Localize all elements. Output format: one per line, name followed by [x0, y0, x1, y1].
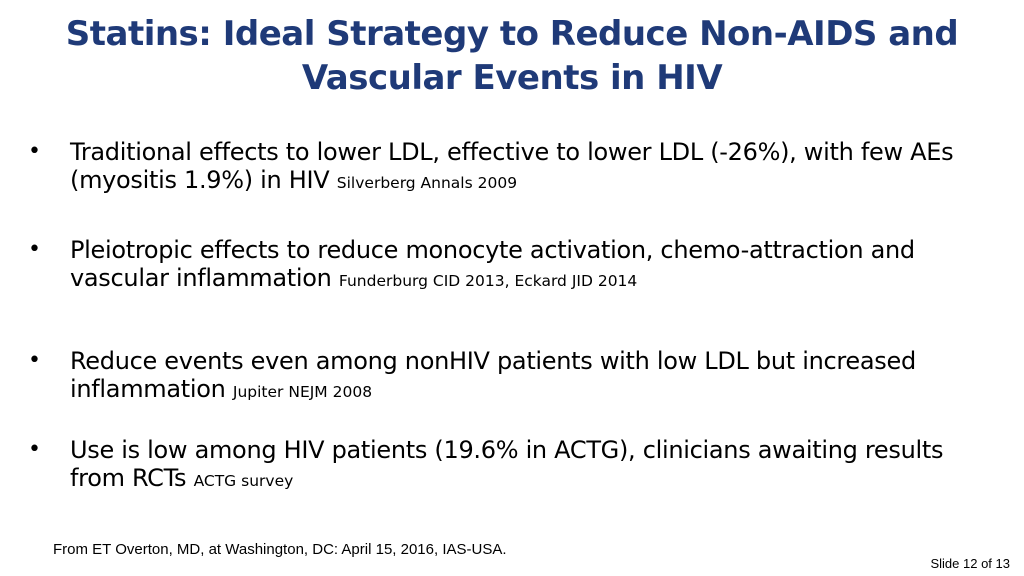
slide-title-line-2: Vascular Events in HIV	[301, 58, 723, 98]
bullet-marker: •	[28, 437, 41, 462]
bullet-marker: •	[28, 348, 41, 373]
bullet-citation: Funderburg CID 2013, Eckard JID 2014	[338, 272, 638, 290]
slide-title-line-1: Statins: Ideal Strategy to Reduce Non-AI…	[65, 14, 959, 54]
bullet-marker: •	[28, 237, 41, 262]
bullet-item: • Pleiotropic effects to reduce monocyte…	[28, 236, 998, 295]
bullet-body: Reduce events even among nonHIV patients…	[70, 347, 916, 403]
bullet-marker: •	[28, 139, 41, 164]
bullet-item: • Reduce events even among nonHIV patien…	[28, 347, 998, 406]
bullet-body: Traditional effects to lower LDL, effect…	[70, 138, 954, 194]
bullet-item: • Traditional effects to lower LDL, effe…	[28, 138, 998, 197]
bullet-citation: ACTG survey	[193, 472, 294, 490]
slide-title: Statins: Ideal Strategy to Reduce Non-AI…	[40, 12, 984, 100]
bullet-citation: Silverberg Annals 2009	[336, 174, 518, 192]
bullet-text: Traditional effects to lower LDL, effect…	[70, 138, 998, 197]
slide-number: Slide 12 of 13	[930, 556, 1010, 571]
bullet-text: Use is low among HIV patients (19.6% in …	[70, 436, 998, 495]
bullet-citation: Jupiter NEJM 2008	[232, 383, 373, 401]
source-footnote: From ET Overton, MD, at Washington, DC: …	[53, 541, 507, 558]
bullet-body: Use is low among HIV patients (19.6% in …	[70, 436, 944, 492]
bullet-body: Pleiotropic effects to reduce monocyte a…	[70, 236, 915, 292]
bullet-text: Pleiotropic effects to reduce monocyte a…	[70, 236, 998, 295]
bullet-item: • Use is low among HIV patients (19.6% i…	[28, 436, 998, 495]
bullet-text: Reduce events even among nonHIV patients…	[70, 347, 998, 406]
